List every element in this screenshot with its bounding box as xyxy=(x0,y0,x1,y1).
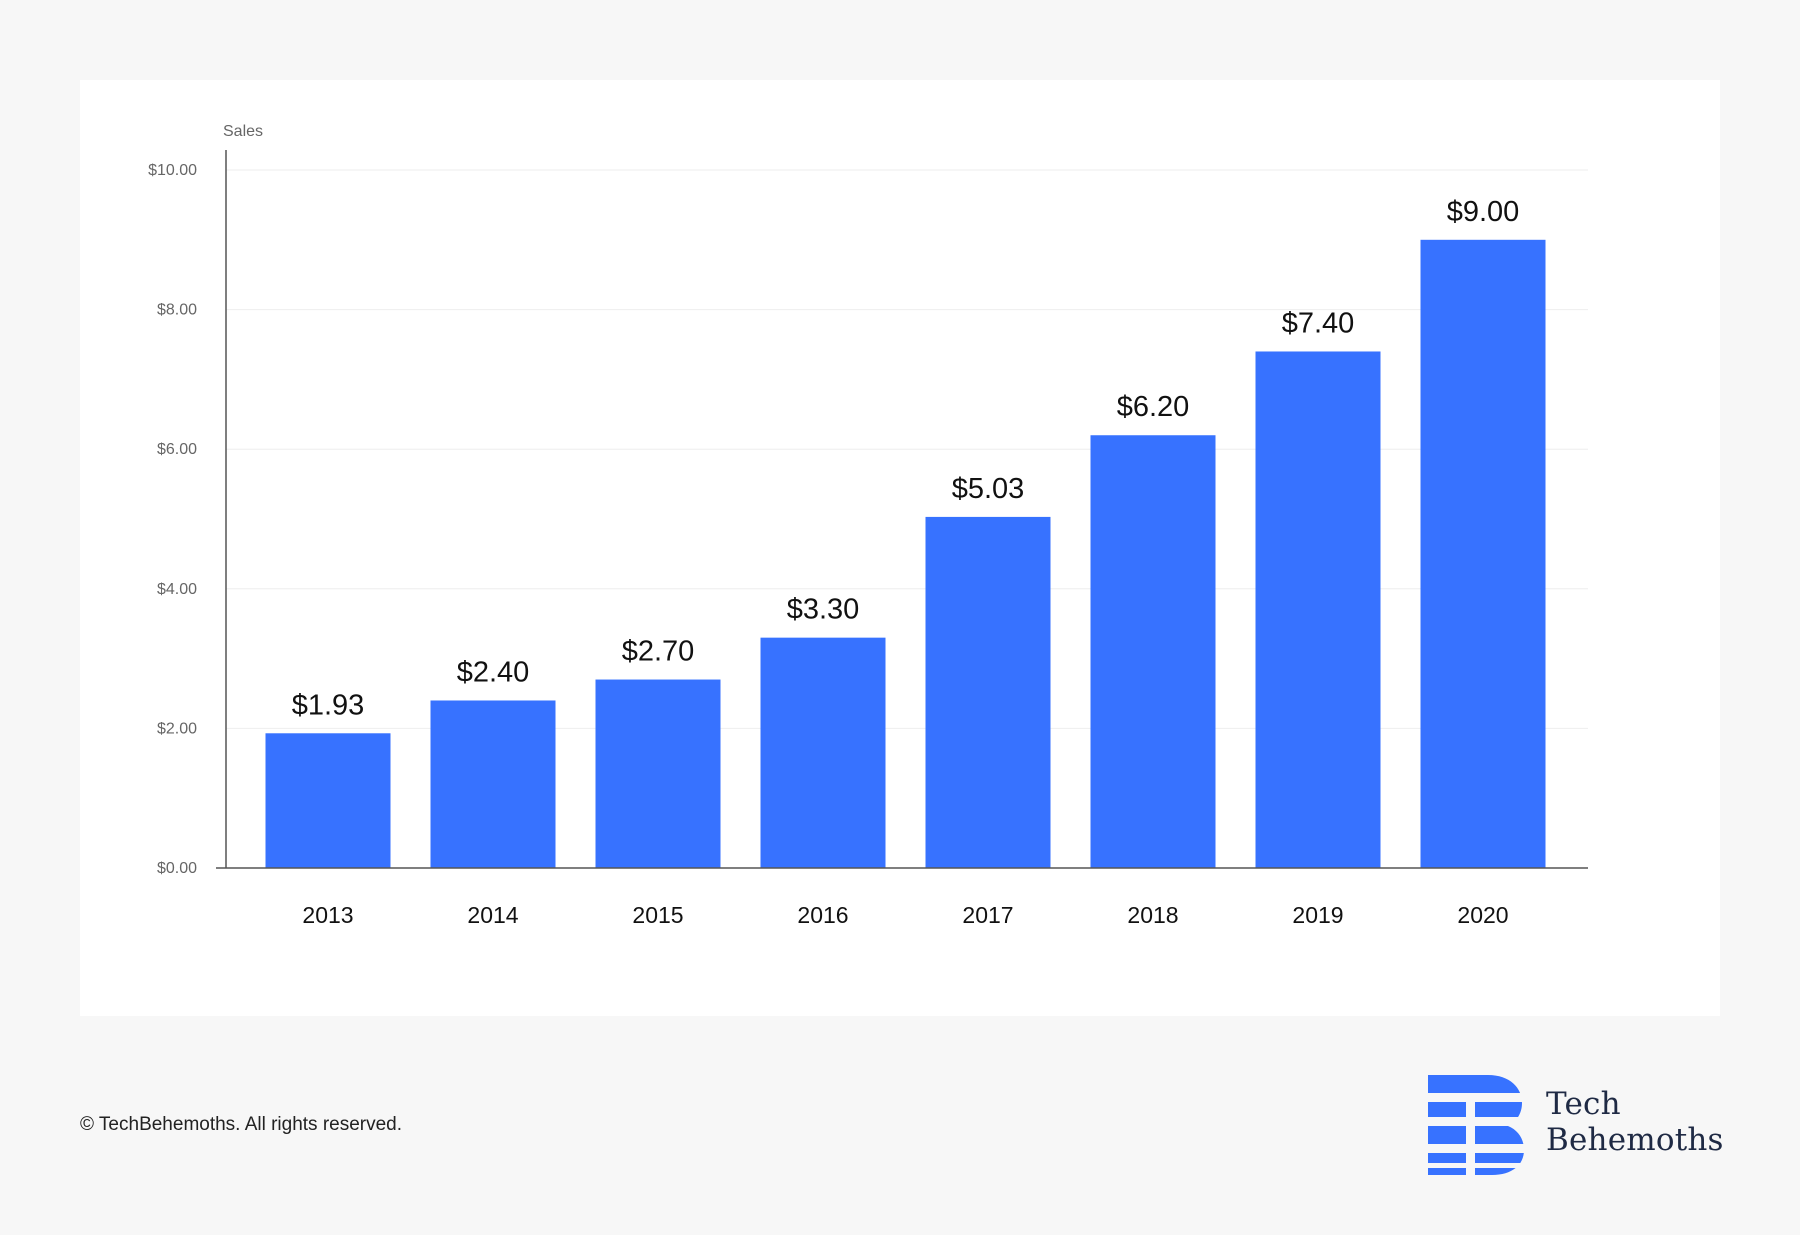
sales-bar-chart: $0.00 $2.00 $4.00 $6.00 $8.00 $10.00 Sales $1.9… xyxy=(148,123,1588,928)
data-label-2018: $6.20 xyxy=(1117,391,1190,423)
x-tick-label-2018: 2018 xyxy=(1127,902,1178,928)
bar-2019 xyxy=(1255,351,1381,869)
x-tick-label-2017: 2017 xyxy=(962,902,1013,928)
techbehemoths-logo-icon xyxy=(1428,1075,1524,1175)
bar-2020 xyxy=(1420,239,1546,869)
bar-2014 xyxy=(430,700,556,868)
y-tick-label-3: $6.00 xyxy=(157,441,197,458)
logo-stripe-1 xyxy=(1428,1093,1524,1102)
data-label-2015: $2.70 xyxy=(622,636,695,668)
copyright-text: © TechBehemoths. All rights reserved. xyxy=(80,1114,403,1135)
brand-line-2: Behemoths xyxy=(1546,1122,1724,1158)
chart-card: $0.00 $2.00 $4.00 $6.00 $8.00 $10.00 Sales $1.9… xyxy=(80,80,1720,1016)
logo-stripe-2 xyxy=(1428,1117,1524,1126)
data-label-2020: $9.00 xyxy=(1447,196,1520,228)
brand-wordmark: Tech Behemoths xyxy=(1546,1086,1724,1158)
y-tick-label-4: $8.00 xyxy=(157,302,197,319)
techbehemoths-brand: Tech Behemoths xyxy=(1428,1072,1728,1182)
bar-2016 xyxy=(760,637,886,868)
x-tick-label-2014: 2014 xyxy=(467,902,518,928)
x-tick-label-2020: 2020 xyxy=(1457,902,1508,928)
data-label-2014: $2.40 xyxy=(457,656,530,688)
data-label-2017: $5.03 xyxy=(952,473,1025,505)
y-tick-label-2: $4.00 xyxy=(157,581,197,598)
y-axis-label: Sales xyxy=(223,123,263,140)
bar-2015 xyxy=(595,679,721,868)
y-tick-label-0: $0.00 xyxy=(157,860,197,877)
logo-stripe-3 xyxy=(1428,1144,1524,1153)
data-label-2013: $1.93 xyxy=(292,689,365,721)
bar-2017 xyxy=(925,516,1051,868)
x-tick-label-2016: 2016 xyxy=(797,902,848,928)
logo-stripe-4 xyxy=(1428,1163,1524,1168)
x-tick-label-2013: 2013 xyxy=(302,902,353,928)
bar-2018 xyxy=(1090,435,1216,868)
brand-line-1: Tech xyxy=(1546,1086,1621,1122)
logo-divider xyxy=(1466,1093,1475,1175)
data-label-2019: $7.40 xyxy=(1282,307,1355,339)
y-tick-label-1: $2.00 xyxy=(157,720,197,737)
x-tick-label-2015: 2015 xyxy=(632,902,683,928)
y-tick-label-5: $10.00 xyxy=(148,162,197,179)
x-tick-label-2019: 2019 xyxy=(1292,902,1343,928)
data-label-2016: $3.30 xyxy=(787,594,860,626)
bar-2013 xyxy=(265,733,391,868)
